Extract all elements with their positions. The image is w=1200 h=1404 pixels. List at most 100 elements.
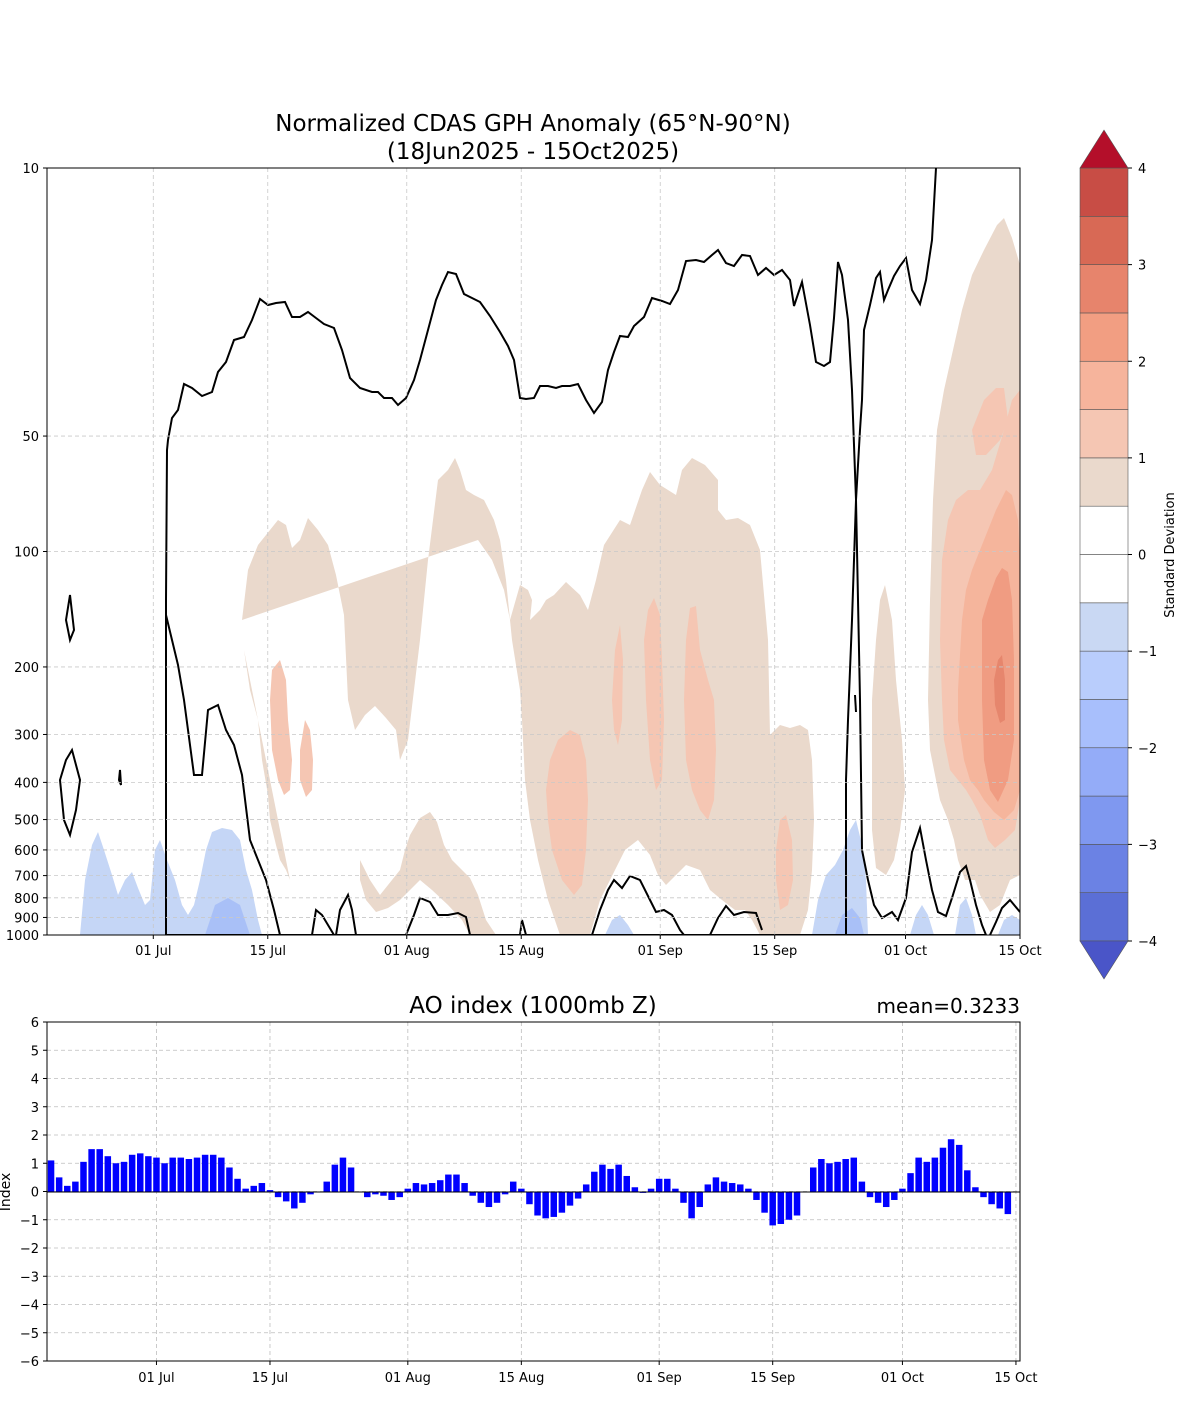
- heatmap-y-tick-label: 300: [14, 728, 39, 743]
- ao-y-tick-label: −5: [20, 1327, 39, 1342]
- ao-bar: [947, 1139, 955, 1192]
- ao-bar: [242, 1188, 249, 1192]
- ao-bar: [842, 1159, 849, 1192]
- ao-x-tick-label: 15 Aug: [498, 1371, 544, 1386]
- colorbar-segment: [1079, 554, 1129, 604]
- heatmap-y-tick-label: 500: [14, 814, 39, 829]
- colorbar-extend-high: [1079, 129, 1129, 169]
- ao-bar: [120, 1161, 128, 1192]
- ao-bar: [445, 1174, 452, 1192]
- ao-bar: [153, 1157, 160, 1192]
- ao-bar: [250, 1185, 258, 1192]
- chart-subtitle: (18Jun2025 - 15Oct2025): [387, 139, 679, 165]
- heatmap-y-tick-label: 700: [14, 870, 39, 885]
- ao-bar: [501, 1191, 509, 1195]
- ao-y-tick-label: −1: [20, 1214, 39, 1229]
- ao-bar: [858, 1181, 866, 1192]
- ao-bar: [112, 1163, 120, 1192]
- ao-y-tick-label: 1: [31, 1157, 39, 1172]
- ao-bar: [453, 1174, 460, 1192]
- ao-x-tick-label: 01 Jul: [138, 1371, 174, 1386]
- ao-x-tick-label: 15 Oct: [994, 1371, 1037, 1386]
- colorbar-tick-label: 2: [1138, 355, 1146, 370]
- ao-bar: [996, 1191, 1003, 1209]
- colorbar-tick-label: 4: [1138, 162, 1146, 177]
- ao-bar: [380, 1191, 387, 1196]
- colorbar-segment: [1079, 264, 1129, 314]
- ao-bar: [258, 1183, 266, 1192]
- ao-bar: [899, 1188, 906, 1192]
- heatmap-y-tick-label: 900: [14, 911, 39, 926]
- heatmap-x-tick-label: 01 Aug: [384, 944, 430, 959]
- ao-bar: [209, 1154, 217, 1192]
- colorbar-segment: [1079, 312, 1129, 362]
- heatmap-x-tick-label: 15 Oct: [998, 944, 1041, 959]
- ao-bar: [745, 1188, 752, 1192]
- ao-bar: [234, 1178, 241, 1192]
- ao-bar: [526, 1191, 533, 1205]
- ao-bar: [396, 1191, 403, 1198]
- colorbar-extend-low: [1079, 940, 1129, 980]
- ao-bar: [964, 1170, 971, 1192]
- heatmap-y-tick-label: 200: [14, 661, 39, 676]
- ao-bar: [793, 1191, 801, 1216]
- colorbar-segment: [1079, 505, 1129, 555]
- ao-bar: [307, 1191, 314, 1195]
- ao-bar: [720, 1181, 728, 1192]
- ao-bar: [696, 1191, 703, 1208]
- ao-bar: [574, 1191, 582, 1199]
- ao-bar: [737, 1184, 744, 1192]
- heatmap-y-tick-label: 400: [14, 776, 39, 791]
- ao-bar: [566, 1191, 574, 1206]
- ao-bar: [688, 1191, 695, 1219]
- ao-title: AO index (1000mb Z): [409, 993, 657, 1019]
- ao-bar: [169, 1157, 176, 1192]
- ao-y-label: Index: [0, 1173, 14, 1212]
- ao-bar: [988, 1191, 995, 1205]
- ao-bar: [882, 1191, 890, 1208]
- top-gridlines: [47, 168, 1021, 935]
- ao-bar: [753, 1191, 760, 1200]
- colorbar-segment: [1079, 167, 1129, 217]
- ao-bar: [931, 1157, 939, 1192]
- colorbar-label: Standard Deviation: [1163, 492, 1178, 617]
- ao-bar: [623, 1175, 630, 1192]
- ao-bar: [469, 1191, 476, 1196]
- ao-bar: [939, 1147, 947, 1192]
- ao-bar: [809, 1167, 817, 1192]
- ao-bar: [331, 1164, 339, 1192]
- heatmap-y-ticks: 10 50 100 200 300 400 500 600 700 800 900 1000: [6, 162, 47, 944]
- ao-bar: [339, 1157, 347, 1192]
- ao-x-tick-label: 15 Sep: [750, 1371, 795, 1386]
- ao-bar: [428, 1183, 436, 1192]
- ao-bar: [785, 1191, 793, 1220]
- ao-bar: [193, 1157, 201, 1192]
- ao-bar: [680, 1191, 687, 1203]
- ao-bar: [161, 1163, 168, 1192]
- ao-bar: [282, 1191, 290, 1202]
- heatmap-y-tick-label: 800: [14, 892, 39, 907]
- ao-bar: [769, 1191, 776, 1226]
- ao-bar: [866, 1191, 874, 1198]
- heatmap-y-tick-label: 50: [22, 430, 39, 445]
- ao-bar: [631, 1187, 639, 1192]
- ao-bar: [915, 1157, 922, 1192]
- ao-x-ticks: 01 Jul 15 Jul 01 Aug 15 Aug 01 Sep 15 Sep 01 O…: [138, 1361, 1038, 1386]
- colorbar-tick-label: −1: [1138, 645, 1157, 660]
- ao-bar: [461, 1183, 468, 1192]
- ao-bar: [412, 1183, 420, 1192]
- ao-bar: [712, 1177, 720, 1192]
- ao-bar: [485, 1191, 493, 1208]
- colorbar-segment: [1079, 409, 1129, 459]
- colorbar-segment: [1079, 844, 1129, 893]
- ao-bar: [980, 1191, 987, 1198]
- ao-bar: [518, 1188, 525, 1192]
- ao-bar: [955, 1144, 963, 1192]
- colorbar-tick-label: −2: [1138, 742, 1157, 757]
- heatmap-x-ticks: 01 Jul 15 Jul 01 Aug 15 Aug 01 Sep 15 Sep 01 O…: [135, 935, 1042, 959]
- colorbar-tick-label: −3: [1138, 838, 1157, 853]
- heatmap-x-tick-label: 01 Sep: [638, 944, 683, 959]
- heatmap-y-tick-label: 10: [22, 162, 39, 177]
- ao-bar: [437, 1180, 444, 1192]
- colorbar-segment: [1079, 216, 1129, 265]
